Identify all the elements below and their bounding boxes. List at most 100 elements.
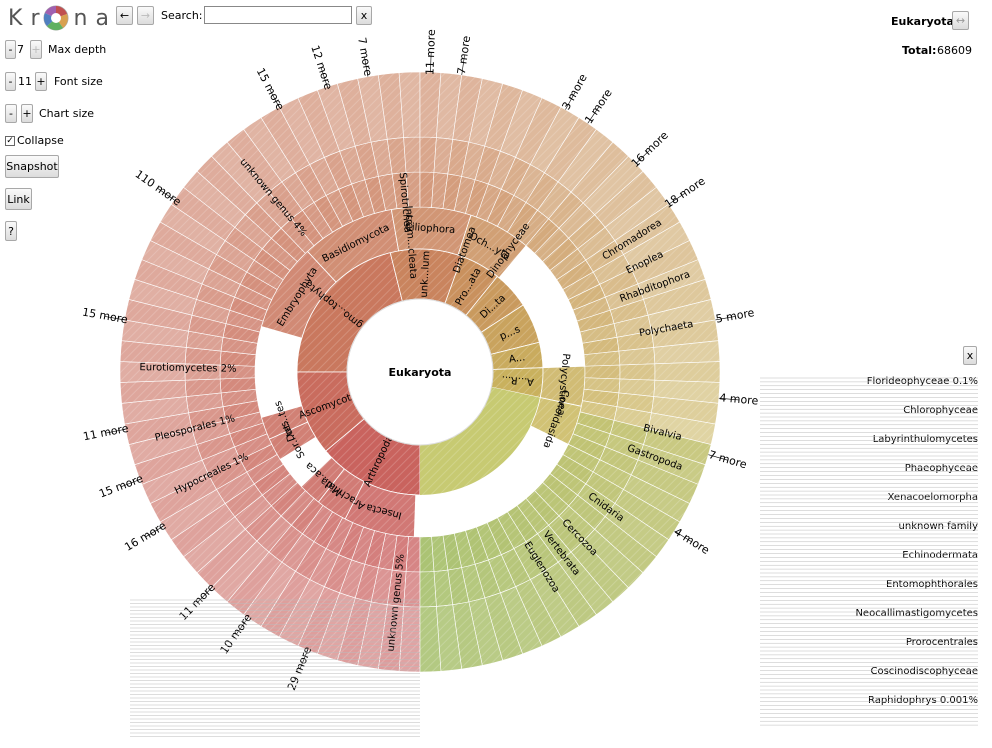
font-size-label: Font size	[54, 75, 103, 88]
font-size-increase-button[interactable]: +	[35, 72, 47, 91]
key-close-button[interactable]: x	[963, 346, 977, 365]
outer-label: 11 more	[177, 581, 218, 623]
total-value: 68609	[937, 44, 972, 57]
outer-label: 10 more	[218, 611, 255, 656]
font-size-decrease-button[interactable]: -	[5, 72, 16, 91]
logo-letter-a: a	[95, 5, 109, 31]
link-button[interactable]: Link	[5, 188, 32, 210]
collapse-checkbox[interactable]: ✓	[5, 136, 15, 146]
outer-wedge[interactable]	[619, 363, 656, 381]
font-size-value: 11	[18, 75, 32, 88]
search-label: Search:	[161, 9, 203, 22]
outer-label: 7 more	[455, 35, 473, 76]
ring1-label: unk...lum	[419, 250, 432, 297]
outer-wedge[interactable]	[419, 571, 437, 608]
outer-wedge[interactable]	[584, 364, 621, 380]
krona-wheel-icon	[43, 5, 69, 31]
outer-label-leader	[269, 89, 280, 108]
chart-size-label: Chart size	[39, 107, 95, 120]
outer-label: 15 more	[81, 306, 129, 327]
outer-label-leader	[157, 188, 175, 201]
outer-label: 15 more	[254, 66, 287, 113]
chart-size-increase-button[interactable]: +	[21, 104, 33, 123]
max-depth-increase-button[interactable]: +	[30, 40, 42, 59]
outer-label: 29 more	[285, 645, 314, 693]
logo-letter-n: n	[73, 5, 88, 31]
outer-label: 7 more	[355, 36, 375, 77]
chart-size-decrease-button[interactable]: -	[5, 104, 17, 123]
outer-label-leader	[105, 428, 126, 434]
key-entry[interactable]: Echinodermata	[902, 550, 978, 561]
logo-letter-k: K	[8, 5, 23, 31]
outer-label-leader	[565, 91, 576, 110]
key-entry[interactable]: Coscinodiscophyceae	[870, 666, 978, 677]
outer-label: 4 more	[672, 525, 712, 557]
ring1-label: A...	[508, 352, 526, 365]
expand-button[interactable]: ↔	[952, 11, 969, 30]
segment-label: Intram...cleata	[402, 205, 418, 279]
outer-label: 12 more	[308, 44, 335, 92]
outer-label-leader	[587, 106, 600, 124]
outer-label-leader	[668, 192, 686, 205]
ring1-label: A...R...	[501, 373, 534, 387]
outer-label: 11 more	[423, 29, 438, 76]
selected-taxon-name: Eukaryota	[891, 15, 954, 28]
center-circle[interactable]	[346, 298, 494, 446]
outer-label-leader	[430, 52, 432, 73]
outer-label: 16 more	[122, 519, 168, 554]
outer-wedge[interactable]	[419, 536, 435, 573]
outer-label: 7 more	[707, 448, 748, 471]
outer-wedge[interactable]	[419, 136, 437, 173]
ring2-label: Polycystinea	[555, 353, 571, 416]
search-input[interactable]	[204, 6, 352, 24]
key-entry[interactable]: unknown family	[899, 521, 979, 532]
outer-label-leader	[461, 55, 465, 75]
max-depth-label: Max depth	[48, 43, 107, 56]
outer-label: 3 more	[560, 71, 590, 112]
outer-label-leader	[674, 530, 692, 542]
outer-label: 16 more	[629, 129, 671, 170]
outer-label-leader	[145, 526, 164, 538]
outer-wedge[interactable]	[403, 136, 421, 173]
outer-label-leader	[364, 56, 369, 77]
outer-label: 4 more	[719, 391, 759, 407]
outer-label-leader	[715, 316, 736, 321]
outer-label: 15 more	[97, 472, 145, 501]
outer-label-leader	[708, 454, 728, 461]
outer-wedge[interactable]	[403, 571, 421, 608]
key-entry[interactable]: Labyrinthulomycetes	[873, 434, 978, 445]
outer-label-leader	[320, 67, 328, 87]
segment-label: Eurotiomycetes 2%	[139, 362, 236, 375]
outer-label: 1 more	[582, 86, 615, 126]
forward-button[interactable]: →	[137, 6, 154, 25]
outer-label: 110 more	[133, 168, 184, 209]
search-clear-button[interactable]: x	[356, 6, 372, 25]
outer-label: 11 more	[82, 422, 130, 444]
outer-label-leader	[104, 316, 125, 321]
ring2-label: Ciliophora	[404, 222, 455, 236]
max-depth-decrease-button[interactable]: -	[5, 40, 16, 59]
key-entry[interactable]: Phaeophyceae	[905, 463, 978, 474]
segment-label: Spirotrichea	[397, 172, 413, 233]
outer-label-leader	[718, 397, 739, 401]
key-entry[interactable]: Xenacoelomorpha	[888, 492, 978, 503]
back-button[interactable]: ←	[116, 6, 133, 25]
max-depth-value: 7	[17, 43, 24, 56]
root-label: Eukaryota	[389, 366, 452, 379]
outer-label-leader	[121, 479, 141, 487]
help-button[interactable]: ?	[5, 221, 17, 241]
snapshot-button[interactable]: Snapshot	[5, 155, 59, 178]
outer-wedge[interactable]	[654, 361, 721, 383]
key-entry[interactable]: Prorocentrales	[906, 637, 978, 648]
outer-label-leader	[635, 149, 651, 164]
logo-letter-r: r	[30, 5, 40, 31]
outer-label: 5 more	[715, 306, 756, 326]
key-entry[interactable]: Neocallimastigomycetes	[855, 608, 978, 619]
key-entry[interactable]: Chlorophyceae	[903, 405, 978, 416]
krona-logo: K r n a	[8, 4, 109, 32]
key-entry[interactable]: Florideophyceae 0.1%	[867, 376, 978, 387]
key-entry[interactable]: Raphidophrys 0.001%	[868, 695, 978, 706]
collapse-label: Collapse	[17, 134, 64, 147]
total-label: Total:	[902, 44, 937, 57]
